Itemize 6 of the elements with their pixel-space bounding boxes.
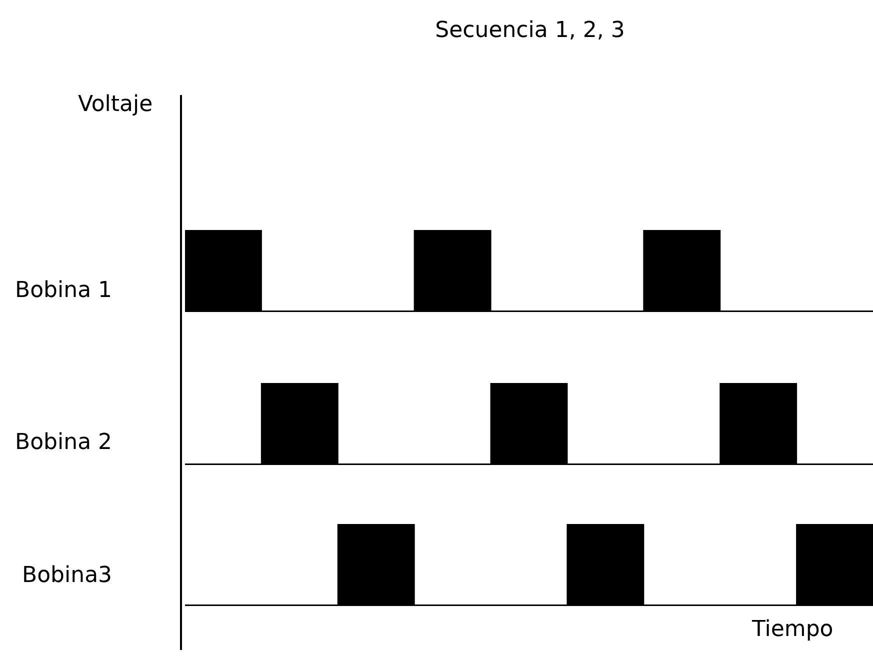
x-axis-title: Tiempo — [752, 617, 834, 642]
y-axis-title: Bobina 1 — [15, 278, 112, 303]
y-axis-title: Bobina3 — [22, 563, 112, 588]
chart-title: Secuencia 1, 2, 3 — [435, 18, 625, 43]
text: Voltaje — [78, 92, 153, 117]
y-axis-title: Bobina 2 — [15, 430, 112, 455]
